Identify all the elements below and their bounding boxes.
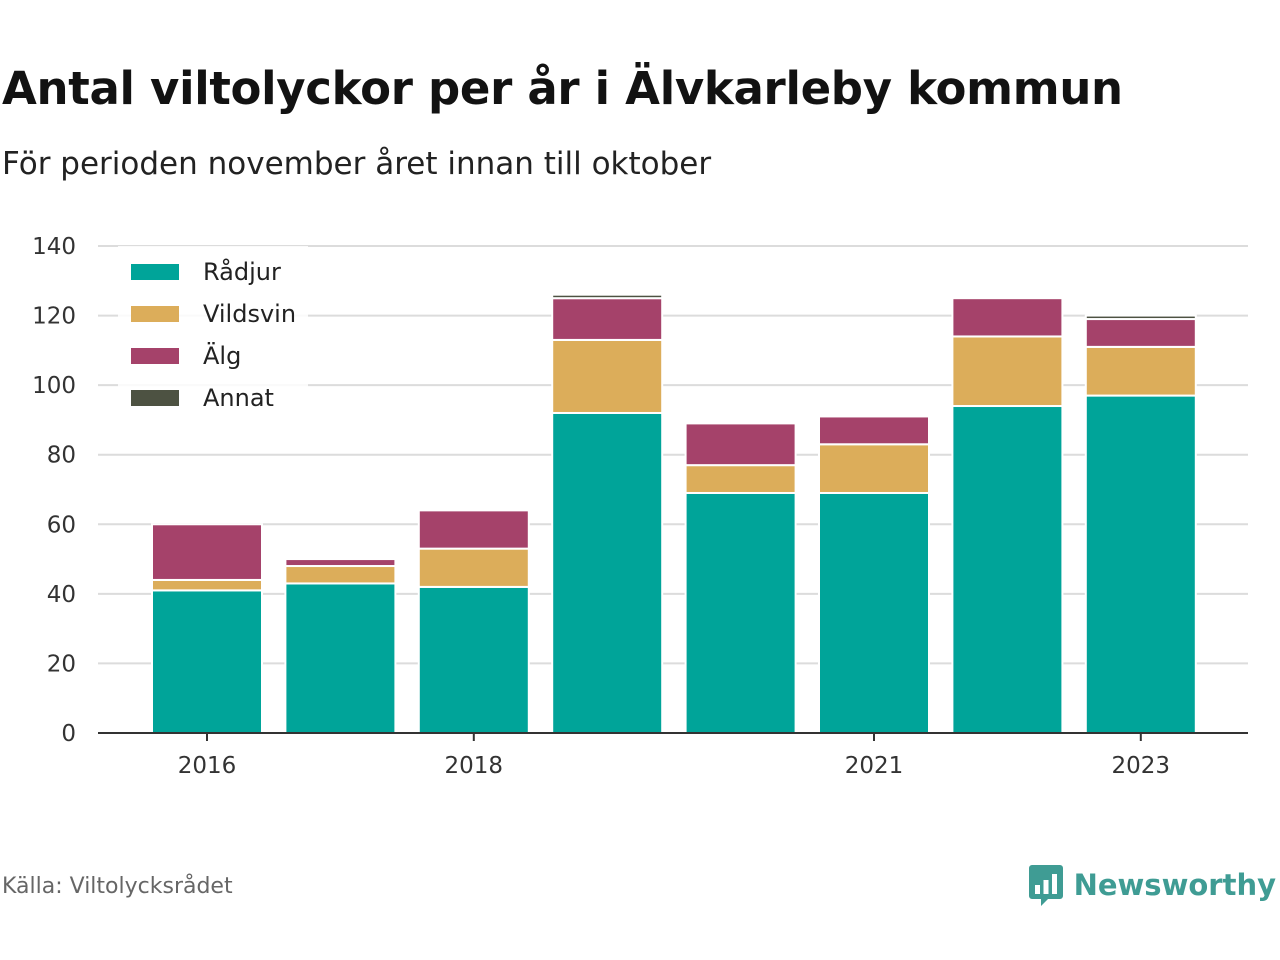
stacked-bar-chart: 0 20 40 60 80 100 120 140 2016 2018 2021 2023 Rådj…	[32, 234, 1248, 779]
x-tick-label: 2021	[845, 753, 904, 779]
bar-stacks	[151, 293, 1197, 734]
brand-logo: Newsworthy	[1028, 862, 1276, 908]
bar-segment-2	[951, 297, 1064, 338]
bar-segment-0	[684, 491, 797, 734]
y-axis: 0 20 40 60 80 100 120 140	[32, 234, 76, 747]
y-tick-label: 60	[47, 512, 76, 538]
bar-stack	[284, 558, 397, 734]
bar-segment-0	[417, 585, 530, 734]
bar-stack	[1084, 314, 1197, 734]
y-tick-label: 100	[32, 373, 76, 399]
bar-segment-3	[1084, 314, 1197, 321]
legend-label: Rådjur	[203, 257, 281, 286]
bar-stack	[417, 509, 530, 734]
x-tick-label: 2016	[178, 753, 237, 779]
bar-stack	[151, 523, 263, 734]
legend-label: Älg	[203, 341, 241, 370]
bar-segment-1	[551, 338, 664, 414]
bar-stack	[551, 293, 664, 734]
y-tick-label: 120	[32, 304, 76, 330]
bar-segment-1	[417, 547, 530, 588]
bar-segment-2	[151, 523, 263, 581]
legend-swatch	[131, 306, 179, 322]
legend-swatch	[131, 390, 179, 406]
x-axis: 2016 2018 2021 2023	[98, 732, 1248, 779]
chart-title: Antal viltolyckor per år i Älvkarleby ko…	[2, 62, 1123, 115]
bar-segment-2	[284, 558, 397, 568]
bar-segment-0	[551, 411, 664, 734]
y-tick-label: 0	[61, 721, 76, 747]
bar-segment-1	[684, 464, 797, 494]
bar-segment-1	[151, 578, 263, 592]
bar-stack	[684, 422, 797, 734]
bar-segment-2	[417, 509, 530, 550]
bar-segment-2	[818, 415, 930, 446]
legend: Rådjur Vildsvin Älg Annat	[118, 246, 308, 426]
legend-item: Annat	[131, 384, 274, 412]
bar-segment-0	[951, 405, 1064, 734]
bar-segment-0	[818, 491, 930, 734]
source-note: Källa: Viltolycksrådet	[2, 874, 233, 899]
legend-swatch	[131, 348, 179, 364]
brand-name: Newsworthy	[1073, 868, 1276, 902]
legend-item: Rådjur	[131, 257, 281, 286]
bar-segment-2	[684, 422, 797, 467]
bar-segment-1	[284, 565, 397, 585]
y-tick-label: 80	[47, 443, 76, 469]
bar-segment-1	[951, 335, 1064, 408]
legend-item: Älg	[131, 341, 241, 370]
bar-segment-1	[1084, 345, 1197, 397]
legend-item: Vildsvin	[131, 300, 296, 328]
x-tick-label: 2023	[1112, 753, 1171, 779]
bar-segment-0	[1084, 394, 1197, 734]
legend-swatch	[131, 264, 179, 280]
bar-segment-2	[1084, 318, 1197, 348]
bar-stack	[951, 297, 1064, 734]
y-tick-label: 140	[32, 234, 76, 260]
bar-segment-3	[551, 293, 664, 300]
bar-segment-0	[151, 589, 263, 734]
legend-label: Vildsvin	[203, 300, 296, 328]
y-tick-label: 40	[47, 582, 76, 608]
bar-segment-0	[284, 582, 397, 734]
legend-label: Annat	[203, 384, 274, 412]
bar-stack	[818, 415, 930, 734]
x-tick-label: 2018	[445, 753, 504, 779]
y-tick-label: 20	[47, 651, 76, 677]
bar-chart-speech-bubble-icon	[1028, 865, 1063, 906]
chart-subtitle: För perioden november året innan till ok…	[2, 146, 712, 182]
bar-segment-2	[551, 297, 664, 341]
bar-segment-1	[818, 443, 930, 494]
